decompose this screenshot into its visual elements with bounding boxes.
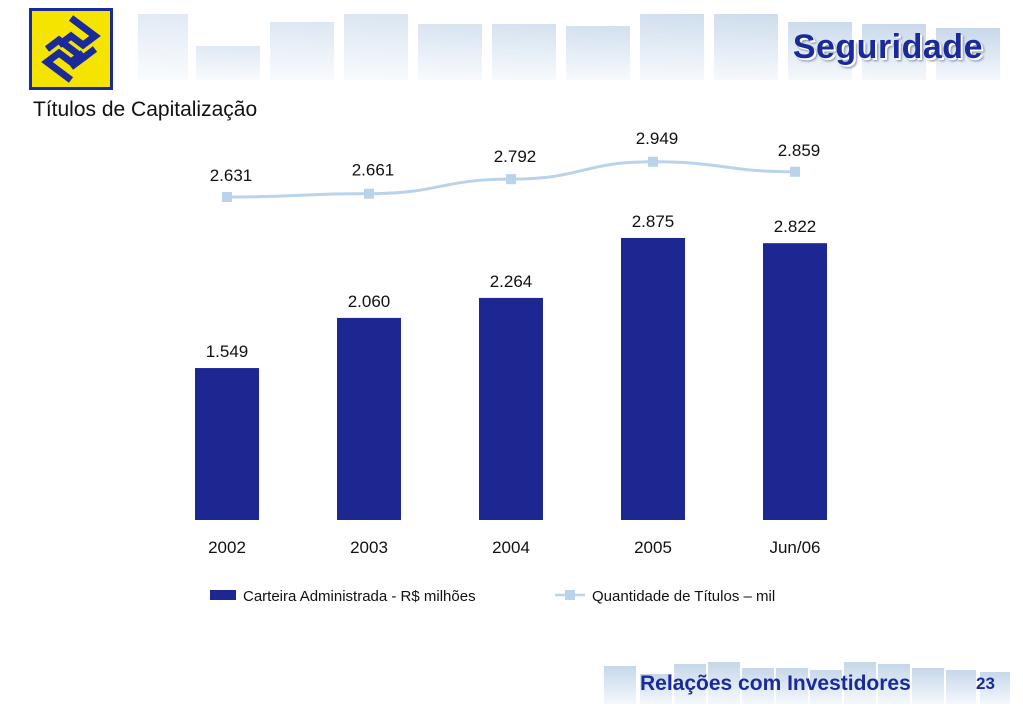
line-data-label: 2.859 <box>778 141 821 160</box>
line-data-label: 2.792 <box>494 147 537 166</box>
page-number: 23 <box>976 674 995 693</box>
line-point <box>790 166 800 177</box>
bar <box>195 368 259 520</box>
section-title: Seguridade <box>792 28 983 66</box>
bar <box>337 317 401 520</box>
bar-data-label: 2.264 <box>490 272 533 291</box>
legend-label-line: Quantidade de Títulos – mil <box>592 588 775 605</box>
bar-data-label: 1.549 <box>206 342 249 361</box>
x-tick-label: 2004 <box>492 538 530 557</box>
bar-data-label: 2.822 <box>774 217 817 236</box>
line-point <box>648 156 658 167</box>
legend-swatch-bars <box>210 590 236 600</box>
x-tick-label: 2005 <box>634 538 672 557</box>
legend-swatch-marker <box>565 590 575 600</box>
bar <box>763 243 827 520</box>
bar <box>621 237 685 520</box>
footer-text: Relações com Investidores <box>640 672 911 695</box>
header-band <box>130 8 1010 80</box>
banco-do-brasil-logo-icon <box>29 8 113 90</box>
bar-data-label: 2.060 <box>348 292 391 311</box>
footer-band <box>604 662 1010 704</box>
x-tick-label: 2003 <box>350 538 388 557</box>
line-point <box>506 174 516 185</box>
bar <box>479 297 543 520</box>
line-data-label: 2.949 <box>636 129 679 148</box>
line-point <box>222 192 232 202</box>
x-tick-label: Jun/06 <box>769 538 820 557</box>
x-tick-label: 2002 <box>208 538 246 557</box>
bar-data-label: 2.875 <box>632 212 675 231</box>
page-subtitle: Títulos de Capitalização <box>33 98 258 121</box>
legend-label-bars: Carteira Administrada - R$ milhões <box>243 588 476 605</box>
line-data-label: 2.631 <box>210 166 253 185</box>
line-data-label: 2.661 <box>352 161 395 180</box>
line-point <box>364 188 374 199</box>
